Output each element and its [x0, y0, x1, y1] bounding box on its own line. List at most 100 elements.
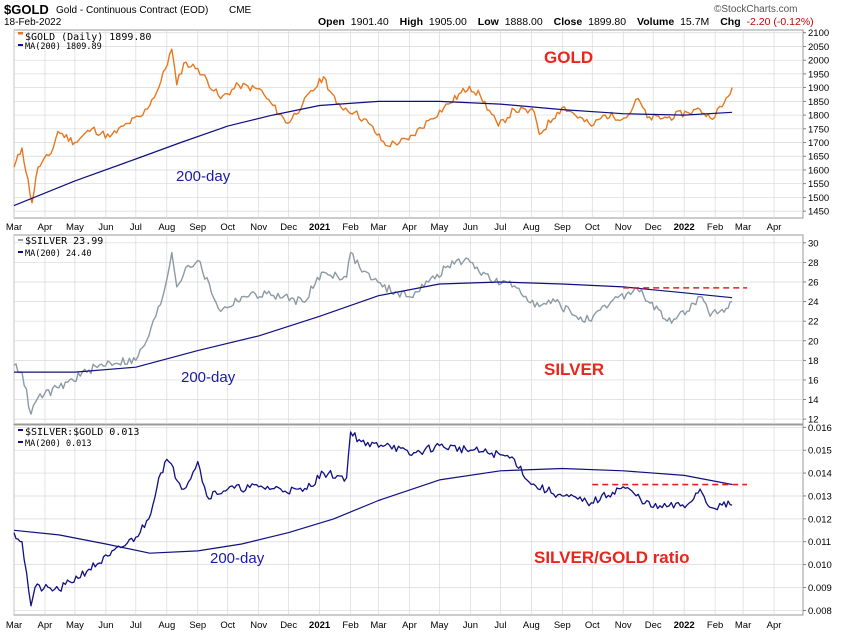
silver-grid [13, 235, 803, 424]
silver-series [13, 251, 748, 415]
x-tick-label: 2021 [309, 620, 331, 631]
x-tick-label: May [430, 222, 448, 233]
x-tick-label: 2021 [309, 222, 331, 233]
silver-y-tick-label: 14 [808, 395, 819, 406]
gold-y-tick-label: 1750 [808, 124, 829, 135]
x-tick-label: Nov [250, 620, 267, 631]
gold-y-tick-label: 1650 [808, 152, 829, 163]
gold-y-tick-label: 1550 [808, 179, 829, 190]
silver-y-tick-label: 26 [808, 278, 819, 289]
x-tick-label: Feb [707, 222, 723, 233]
gold-y-tick-label: 1900 [808, 83, 829, 94]
x-tick-label: Aug [523, 222, 540, 233]
x-tick-label: Jun [463, 620, 478, 631]
gold-y-tick-label: 1450 [808, 207, 829, 218]
volume-value: 15.7M [680, 16, 709, 28]
gold-ma-legend-swatch [18, 44, 23, 46]
ratio-y-tick-label: 0.016 [808, 423, 832, 434]
x-tick-label: Mar [735, 222, 751, 233]
x-tick-label: Mar [6, 222, 22, 233]
chg-value: -2.20 (-0.12%) [747, 16, 814, 28]
gold-y-tick-label: 2000 [808, 56, 829, 67]
x-tick-label: Sep [554, 222, 571, 233]
x-tick-label: Aug [158, 620, 175, 631]
gold-y-tick-label: 1850 [808, 97, 829, 108]
silver-price-line [13, 251, 733, 415]
x-tick-label: Aug [158, 222, 175, 233]
silver-ma-line [14, 281, 733, 373]
ratio-y-axis: 0.008 0.009 0.010 0.011 0.012 0.013 0.014 0.015… [803, 423, 832, 617]
gold-legend-ma: MA(200) 1809.89 [25, 42, 102, 52]
silver-y-tick-label: 12 [808, 415, 819, 426]
x-tick-label: Apr [767, 620, 782, 631]
silver-legend-series: $SILVER 23.99 [25, 236, 103, 247]
silver-y-tick-label: 16 [808, 375, 819, 386]
gold-y-axis: 1450 1500 1550 1600 1650 1700 1750 1800 1850 1900… [803, 28, 829, 218]
ratio-legend-ma: MA(200) 0.013 [25, 439, 92, 449]
x-tick-label: Apr [38, 620, 53, 631]
silver-ma-annotation: 200-day [181, 369, 236, 386]
silver-panel: 12 14 16 18 20 22 24 26 28 30 SILVER 200-day $SIL… [13, 234, 819, 426]
gold-title: GOLD [544, 48, 593, 67]
close-label: Close [554, 16, 583, 28]
gold-y-tick-label: 1950 [808, 69, 829, 80]
silver-y-tick-label: 30 [808, 238, 819, 249]
brand-watermark: ©StockCharts.com [714, 4, 798, 15]
gold-y-tick-label: 1500 [808, 193, 829, 204]
symbol-label: $GOLD [4, 2, 49, 17]
x-tick-label: Jul [494, 620, 506, 631]
gold-y-tick-label: 2050 [808, 42, 829, 53]
silver-legend-swatch [18, 239, 23, 241]
x-tick-label: Apr [402, 620, 417, 631]
gold-series [13, 48, 733, 207]
ratio-title: SILVER/GOLD ratio [534, 548, 690, 567]
ratio-ma-line [13, 467, 733, 554]
x-tick-label: Oct [585, 222, 600, 233]
x-tick-label: Jul [494, 222, 506, 233]
ratio-legend-swatch [18, 429, 23, 431]
ratio-panel: 0.008 0.009 0.010 0.011 0.012 0.013 0.014 0.015… [13, 423, 832, 617]
gold-legend-swatch [18, 32, 23, 35]
x-tick-label: Dec [280, 620, 297, 631]
chg-label: Chg [720, 16, 740, 28]
volume-label: Volume [637, 16, 674, 28]
gold-ma-line [13, 100, 733, 207]
gold-y-tick-label: 1600 [808, 165, 829, 176]
ohlc-readout: Open 1901.40 High 1905.00 Low 1888.00 Cl… [318, 16, 814, 28]
silver-y-tick-label: 24 [808, 297, 819, 308]
gold-price-line [13, 48, 733, 204]
open-value: 1901.40 [351, 16, 389, 28]
x-tick-label: Jul [130, 222, 142, 233]
silver-y-tick-label: 22 [808, 317, 819, 328]
x-tick-label: Nov [615, 620, 632, 631]
ratio-y-tick-label: 0.014 [808, 469, 832, 480]
x-tick-label: Oct [585, 620, 600, 631]
x-tick-label: May [430, 620, 448, 631]
gold-x-axis: Mar Apr May Jun Jul Aug Sep Oct Nov Dec 2021 Feb Mar… [6, 222, 782, 233]
gold-grid [13, 30, 803, 218]
x-tick-label: Sep [189, 222, 206, 233]
x-tick-label: Jun [98, 222, 113, 233]
low-value: 1888.00 [505, 16, 543, 28]
ratio-grid [13, 425, 803, 615]
close-value: 1899.80 [588, 16, 626, 28]
x-tick-label: Oct [220, 620, 235, 631]
exchange-label: CME [229, 5, 252, 16]
ratio-y-tick-label: 0.009 [808, 583, 832, 594]
x-tick-label: Feb [342, 222, 358, 233]
x-tick-label: Mar [6, 620, 22, 631]
x-tick-label: Feb [707, 620, 723, 631]
ratio-y-tick-label: 0.010 [808, 560, 832, 571]
symbol-description: Gold - Continuous Contract (EOD) [56, 5, 208, 16]
x-tick-label: Apr [402, 222, 417, 233]
ratio-ma-legend-swatch [18, 441, 23, 443]
high-label: High [400, 16, 423, 28]
gold-y-tick-label: 1700 [808, 138, 829, 149]
x-tick-label: Mar [735, 620, 751, 631]
ratio-ma-annotation: 200-day [210, 550, 265, 567]
ratio-y-tick-label: 0.015 [808, 446, 832, 457]
x-tick-label: 2022 [674, 620, 695, 631]
x-tick-label: Oct [220, 222, 235, 233]
